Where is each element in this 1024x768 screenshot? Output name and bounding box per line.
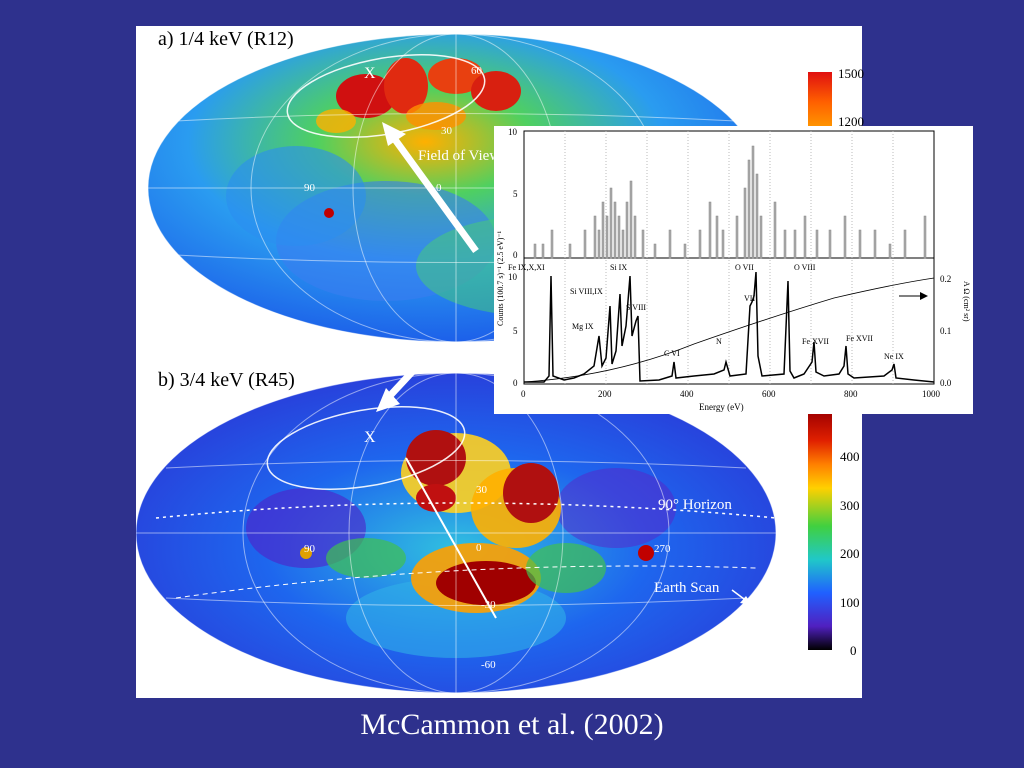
spectrum-line	[524, 271, 935, 383]
colorbar-a-label-1500: 1500	[838, 66, 864, 81]
line-label-si-ix: Si IX	[610, 263, 627, 272]
colorbar-b-label-0: 0	[850, 643, 857, 658]
x-tick-1000: 1000	[922, 389, 941, 399]
x-tick-600: 600	[762, 389, 776, 399]
marker-x-b: X	[364, 429, 376, 446]
top-y-tick-5: 5	[513, 189, 518, 199]
top-y-tick-0: 0	[513, 250, 518, 260]
panel-a-title: a) 1/4 keV (R12)	[158, 28, 294, 50]
grid-label-b-90: 90	[304, 543, 316, 555]
line-label-fe-xvii-2: Fe XVII	[846, 334, 873, 343]
line-label-n: N	[716, 337, 722, 346]
grid-label-b-minus30: -30	[481, 599, 496, 611]
spectrum-inset: 10 5 0 10 5 0 0.2 0.1 0.0 0 200 400 600 …	[494, 126, 973, 414]
grid-label-30: 30	[441, 125, 453, 137]
y-axis-label: Counts (100.7 s)⁻¹ (2.5 eV)⁻¹	[496, 230, 505, 326]
top-y-tick-10: 10	[508, 127, 518, 137]
grid-label-b-30: 30	[476, 484, 488, 496]
right-tick-02: 0.2	[940, 274, 951, 284]
horizon-label: 90° Horizon	[658, 497, 732, 513]
grid-label-b-minus60: -60	[481, 659, 496, 671]
area-curve	[523, 277, 935, 383]
line-label-fe-xvii-1: Fe XVII	[802, 337, 829, 346]
field-of-view-label: Field of View	[418, 148, 500, 164]
x-axis-label: Energy (eV)	[699, 402, 744, 412]
line-label-ne-ix: Ne IX	[884, 352, 904, 361]
colorbar-b-label-100: 100	[840, 595, 860, 610]
grid-label-90: 90	[304, 182, 316, 194]
x-tick-800: 800	[844, 389, 858, 399]
line-label-fe-ix: Fe IX,X,XI	[508, 263, 545, 272]
bottom-y-tick-0: 0	[513, 378, 518, 388]
line-label-mg-ix: Mg IX	[572, 322, 594, 331]
citation-caption: McCammon et al. (2002)	[360, 708, 664, 741]
right-axis-label: A Ω (cm² sr)	[962, 281, 971, 322]
panel-b-title: b) 3/4 keV (R45)	[158, 369, 295, 391]
colorbar-b-label-300: 300	[840, 498, 860, 513]
line-label-o-viii: O VIII	[794, 263, 816, 272]
x-tick-400: 400	[680, 389, 694, 399]
right-tick-00: 0.0	[940, 378, 952, 388]
marker-x-a: X	[364, 65, 376, 82]
bottom-y-tick-5: 5	[513, 326, 518, 336]
line-label-o-vii: O VII	[735, 263, 754, 272]
grid-label-60: 60	[471, 65, 483, 77]
colorbar-b-label-400: 400	[840, 449, 860, 464]
line-label-s-viii: S VIII	[626, 303, 646, 312]
map-three-quarter-kev: X 30 0 -30 -60 90 270 90° Horizon Earth …	[136, 358, 777, 694]
grid-label-0: 0	[436, 182, 442, 194]
x-tick-200: 200	[598, 389, 612, 399]
line-label-c-vi: C VI	[664, 349, 680, 358]
colorbar-b	[808, 412, 832, 650]
right-tick-01: 0.1	[940, 326, 951, 336]
x-tick-0: 0	[521, 389, 526, 399]
line-label-vii: VII	[744, 294, 755, 303]
colorbar-b-label-200: 200	[840, 546, 860, 561]
earth-scan-label: Earth Scan	[654, 580, 720, 596]
line-label-si-viii: Si VIII,IX	[570, 287, 603, 296]
colorbar-a	[808, 72, 832, 132]
grid-label-b-0: 0	[476, 542, 482, 554]
grid-label-b-270: 270	[654, 543, 671, 555]
colorbar-a-label-1200: 1200	[838, 114, 864, 129]
bottom-y-tick-10: 10	[508, 272, 518, 282]
